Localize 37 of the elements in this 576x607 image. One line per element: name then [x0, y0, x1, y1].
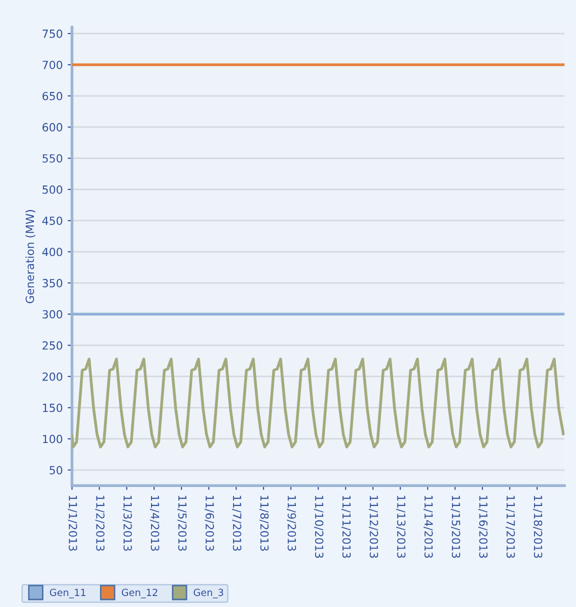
x-tick-label: 11/9/2013	[286, 496, 296, 551]
y-axis-title: Generation (MW)	[25, 210, 36, 304]
x-tick-label: 11/14/2013	[424, 496, 433, 558]
x-tick-label: 11/12/2013	[368, 496, 378, 558]
y-tick-label: 600	[42, 123, 62, 132]
y-tick-label: 500	[42, 185, 62, 194]
y-tick-label: 450	[42, 216, 62, 225]
x-tick-label: 11/6/2013	[204, 496, 214, 551]
x-tick-label: 11/10/2013	[314, 496, 324, 558]
y-tick-label: 200	[42, 372, 62, 381]
y-tick-label: 650	[42, 92, 62, 100]
x-tick-label: 11/5/2013	[177, 496, 187, 551]
y-tick-label: 50	[50, 466, 62, 474]
x-tick-label: 11/15/2013	[450, 496, 460, 558]
x-tick-label: 11/17/2013	[506, 496, 515, 558]
x-tick-label: 11/3/2013	[122, 496, 132, 551]
y-tick-label: 100	[42, 434, 62, 444]
x-tick-label: 11/8/2013	[259, 496, 269, 551]
y-tick-label: 750	[42, 30, 62, 38]
y-tick-label: 150	[42, 404, 62, 412]
x-tick-label: 11/2/2013	[95, 496, 105, 551]
y-tick-label: 700	[42, 60, 62, 70]
y-tick-label: 400	[42, 248, 62, 256]
x-tick-label: 11/16/2013	[478, 496, 488, 558]
legend-label: Gen_12	[122, 588, 158, 598]
legend-label: Gen_11	[50, 588, 86, 598]
y-tick-label: 350	[42, 278, 62, 288]
x-tick-label: 11/13/2013	[396, 496, 406, 558]
x-tick-label: 11/11/2013	[342, 496, 351, 558]
y-tick-label: 550	[42, 154, 62, 163]
y-tick-label: 300	[42, 310, 62, 319]
x-tick-label: 11/1/2013	[68, 496, 78, 551]
x-tick-label: 11/18/2013	[533, 496, 542, 558]
y-tick-label: 250	[42, 341, 62, 350]
legend-label: Gen_3	[194, 588, 224, 598]
x-tick-label: 11/7/2013	[232, 496, 242, 551]
x-tick-label: 11/4/2013	[150, 496, 160, 551]
